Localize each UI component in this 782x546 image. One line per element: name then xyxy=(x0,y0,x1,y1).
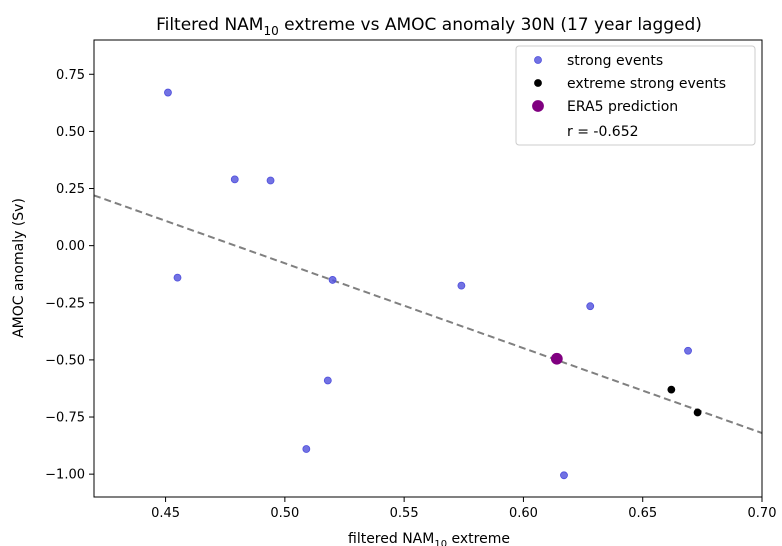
plot-frame xyxy=(93,39,763,498)
data-point-strong xyxy=(560,471,568,480)
legend: strong events extreme strong events ERA5 p… xyxy=(515,45,756,146)
data-point-extreme xyxy=(667,385,676,394)
data-point-strong xyxy=(684,346,692,355)
data-point-strong xyxy=(164,88,172,97)
legend-marker xyxy=(534,56,542,64)
data-point-strong xyxy=(173,273,182,282)
y-tick-label: −0.75 xyxy=(45,411,85,426)
y-tick-label: −0.50 xyxy=(45,353,85,368)
x-axis-label-subscript: 10 xyxy=(434,539,447,546)
data-point-strong xyxy=(586,302,595,311)
y-tick-label: 0.00 xyxy=(56,239,85,254)
x-axis-label: filtered NAM10 extreme xyxy=(348,531,510,546)
legend-label: strong events xyxy=(567,53,663,69)
data-point-strong xyxy=(302,445,311,453)
legend-label: extreme strong events xyxy=(567,76,726,92)
x-tick-label: 0.55 xyxy=(390,506,419,521)
data-point-strong xyxy=(457,281,466,290)
legend-label: ERA5 prediction xyxy=(567,99,678,115)
x-tick-label: 0.70 xyxy=(748,506,777,521)
data-point-extreme xyxy=(693,408,702,417)
chart-title-subscript: 10 xyxy=(263,24,278,38)
data-point-strong xyxy=(328,276,337,284)
chart-title-suffix: extreme vs AMOC anomaly 30N (17 year lag… xyxy=(279,15,702,35)
chart-title: Filtered NAM10 extreme vs AMOC anomaly 3… xyxy=(156,15,702,38)
x-tick-label: 0.50 xyxy=(270,506,299,521)
legend-marker xyxy=(532,100,544,112)
y-tick-label: −0.25 xyxy=(45,296,85,311)
data-point-strong xyxy=(323,376,332,385)
correlation-annotation: r = -0.652 xyxy=(567,124,639,140)
x-tick-label: 0.60 xyxy=(509,506,538,521)
x-axis-label-suffix: extreme xyxy=(447,531,510,546)
y-tick-label: 0.75 xyxy=(56,68,85,83)
x-tick-label: 0.45 xyxy=(151,506,180,521)
regression-line xyxy=(94,194,762,434)
y-tick-label: 0.50 xyxy=(56,125,85,140)
data-point-era5 xyxy=(550,352,563,365)
legend-marker xyxy=(534,79,542,87)
data-point-strong xyxy=(230,175,239,184)
y-axis-label: AMOC anomaly (Sv) xyxy=(11,198,27,338)
plot-area: 0.45 0.50 0.55 0.60 0.65 0.70 0.75 0.50 0.25 0.00… xyxy=(45,39,777,521)
y-tick-label: −1.00 xyxy=(45,468,85,483)
y-tick-label: 0.25 xyxy=(56,182,85,197)
legend-box xyxy=(515,45,756,146)
x-tick-label: 0.65 xyxy=(628,506,657,521)
data-point-strong xyxy=(266,176,275,185)
legend-entries: strong events extreme strong events ERA5 p… xyxy=(532,53,726,115)
x-axis-label-prefix: filtered NAM xyxy=(348,531,434,546)
chart-title-prefix: Filtered NAM xyxy=(156,15,263,35)
